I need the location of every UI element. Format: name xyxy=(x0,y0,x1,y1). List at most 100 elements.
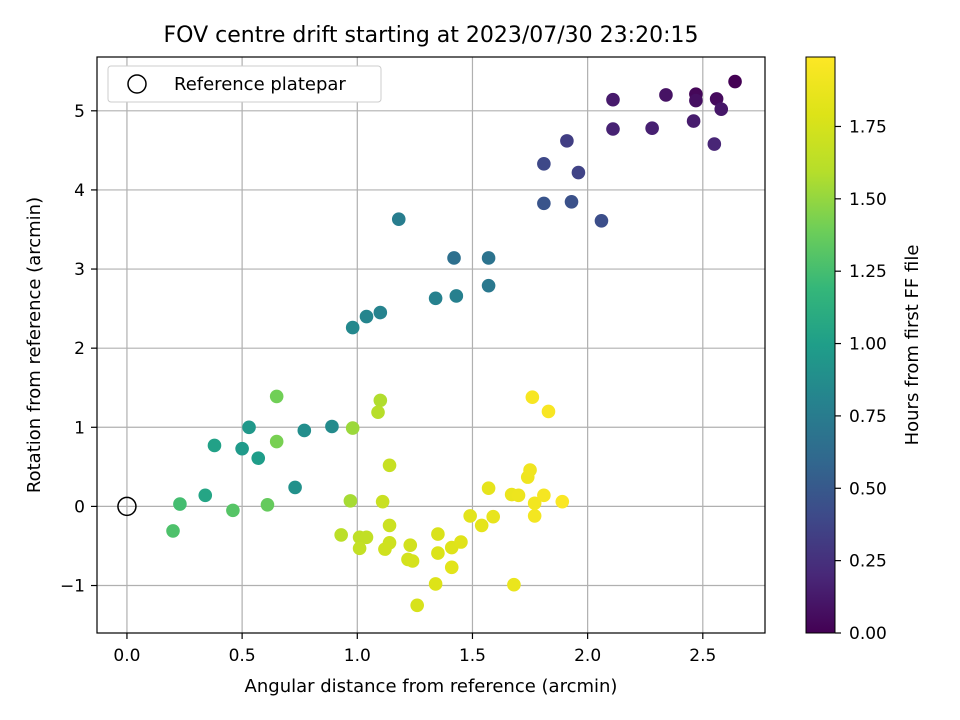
scatter-point xyxy=(334,528,348,542)
scatter-point xyxy=(709,92,724,106)
scatter-point xyxy=(378,542,392,556)
scatter-point xyxy=(454,535,468,549)
scatter-point xyxy=(571,165,586,180)
colorbar-label: Hours from first FF file xyxy=(902,245,923,446)
colorbar-ticks: 0.00 0.25 0.50 0.75 1.00 1.25 1.50 1.75 xyxy=(835,117,887,644)
scatter-point xyxy=(410,598,424,613)
colorbar-gradient xyxy=(805,56,836,634)
plot-frame xyxy=(96,56,766,634)
y-tick-label: 0 xyxy=(74,497,85,517)
scatter-point xyxy=(707,137,722,151)
y-tick-label: 4 xyxy=(74,181,85,201)
legend-marker-icon xyxy=(127,74,147,94)
scatter-point xyxy=(345,421,360,435)
scatter-point xyxy=(541,404,556,419)
scatter-point xyxy=(564,194,579,209)
legend-box xyxy=(107,65,382,103)
scatter-point xyxy=(659,88,673,102)
colorbar-tick-label: 0.00 xyxy=(849,624,887,644)
scatter-point xyxy=(444,560,459,575)
scatter-point xyxy=(447,251,461,265)
scatter-point xyxy=(382,518,397,533)
y-tick-label: −1 xyxy=(60,577,85,597)
scatter-point xyxy=(269,389,284,404)
scatter-point xyxy=(481,481,496,496)
scatter-point xyxy=(481,251,496,265)
x-axis-ticks: 0.0 0.5 1.0 1.5 2.0 2.5 xyxy=(113,633,716,666)
colorbar-tick-label: 1.00 xyxy=(849,335,887,355)
scatter-point xyxy=(297,423,312,438)
scatter-point xyxy=(428,577,443,591)
scatter-point xyxy=(449,289,464,303)
colorbar: 0.00 0.25 0.50 0.75 1.00 1.25 1.50 1.75 Hours f… xyxy=(805,56,923,644)
x-tick-label: 2.5 xyxy=(689,646,716,666)
scatter-point xyxy=(560,134,574,148)
scatter-point xyxy=(373,393,388,408)
scatter-point xyxy=(359,530,374,545)
scatter-point xyxy=(686,114,701,128)
scatter-point xyxy=(288,480,302,495)
scatter-point xyxy=(352,541,367,556)
scatter-point xyxy=(537,157,551,171)
scatter-point xyxy=(235,441,249,456)
scatter-point xyxy=(594,213,609,228)
scatter-point xyxy=(714,102,729,117)
x-tick-label: 2.0 xyxy=(574,646,601,666)
scatter-point xyxy=(523,463,537,477)
scatter-point xyxy=(606,92,620,107)
y-tick-label: 5 xyxy=(74,102,85,122)
scatter-point xyxy=(481,278,496,293)
chart-title: FOV centre drift starting at 2023/07/30 … xyxy=(164,23,699,48)
scatter-point xyxy=(371,405,385,420)
scatter-point xyxy=(343,494,358,508)
colorbar-tick-label: 1.75 xyxy=(849,117,887,137)
scatter-point xyxy=(391,212,406,226)
legend-label: Reference platepar xyxy=(174,74,346,95)
colorbar-tick-label: 1.25 xyxy=(849,262,887,282)
scatter-point xyxy=(403,538,418,552)
scatter-point xyxy=(428,291,443,306)
scatter-point xyxy=(375,494,390,509)
scatter-point xyxy=(474,518,489,533)
y-axis-ticks: −1 0 1 2 3 4 5 xyxy=(60,102,97,597)
data-points xyxy=(166,74,742,613)
scatter-point xyxy=(645,121,659,136)
scatter-point xyxy=(689,93,703,108)
scatter-point xyxy=(527,509,542,523)
x-axis-label: Angular distance from reference (arcmin) xyxy=(245,676,618,697)
scatter-point xyxy=(511,488,526,503)
scatter-point xyxy=(525,390,540,405)
scatter-point xyxy=(507,577,521,592)
scatter-point xyxy=(198,488,213,503)
colorbar-tick-label: 0.25 xyxy=(849,552,887,572)
colorbar-tick-label: 1.50 xyxy=(849,190,887,210)
x-tick-label: 1.5 xyxy=(459,646,486,666)
scatter-point xyxy=(537,488,551,503)
scatter-point xyxy=(463,509,477,523)
grid-lines xyxy=(97,57,765,633)
scatter-point xyxy=(359,309,374,324)
y-axis-label: Rotation from reference (arcmin) xyxy=(24,197,45,493)
scatter-point xyxy=(325,419,339,434)
y-tick-label: 3 xyxy=(74,260,85,280)
scatter-point xyxy=(431,546,445,560)
scatter-point xyxy=(260,498,275,512)
x-tick-label: 0.0 xyxy=(113,646,140,666)
scatter-point xyxy=(537,196,551,211)
scatter-point xyxy=(269,434,284,449)
scatter-point xyxy=(431,527,445,541)
y-tick-label: 1 xyxy=(74,418,85,438)
legend: Reference platepar xyxy=(107,65,382,103)
scatter-point xyxy=(207,438,222,453)
scatter-point xyxy=(166,524,180,538)
colorbar-tick-label: 0.50 xyxy=(849,479,887,499)
scatter-point xyxy=(242,420,256,435)
x-tick-label: 0.5 xyxy=(229,646,256,666)
scatter-point xyxy=(173,497,187,511)
scatter-point xyxy=(373,305,388,320)
y-tick-label: 2 xyxy=(74,339,85,359)
scatter-point xyxy=(345,320,360,335)
scatter-point xyxy=(251,451,266,465)
reference-platepar-marker xyxy=(117,496,137,517)
